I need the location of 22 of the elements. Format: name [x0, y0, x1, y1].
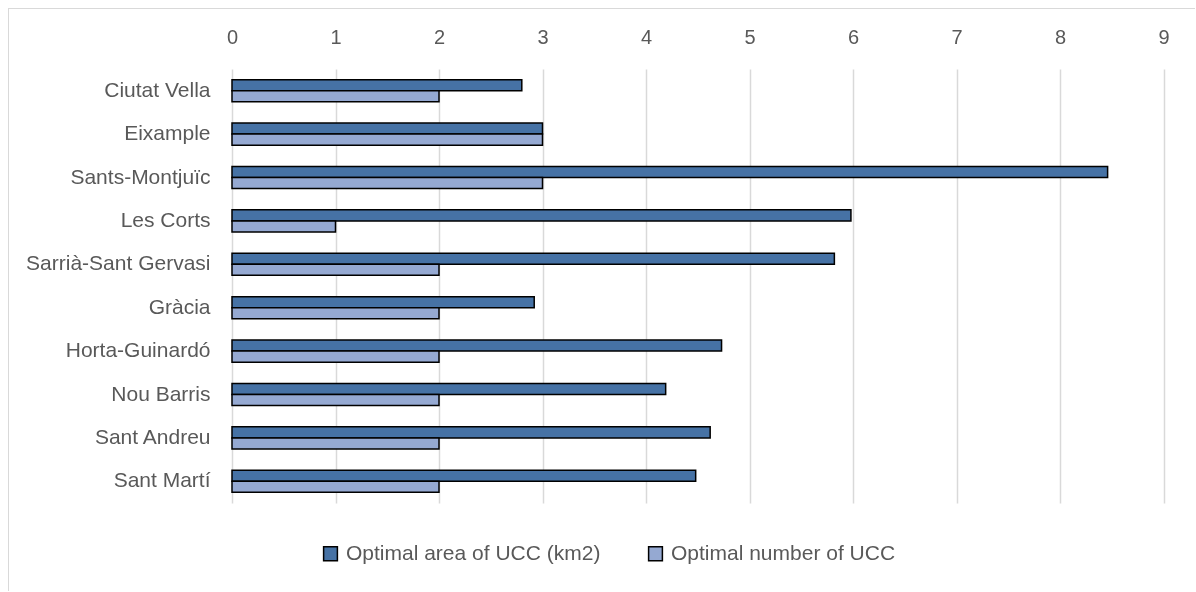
y-tick-label: Horta-Guinardó: [65, 338, 211, 362]
x-tick-label: 3: [537, 25, 549, 48]
legend-label: Optimal number of UCC: [671, 540, 896, 564]
x-tick-label: 1: [330, 25, 342, 48]
y-tick-label: Sant Andreu: [94, 424, 211, 448]
x-tick-label: 7: [951, 25, 963, 48]
y-tick-label: Gràcia: [148, 294, 211, 318]
x-tick-label: 8: [1054, 25, 1067, 48]
x-tick-label: 5: [744, 25, 756, 48]
y-tick-label: Eixample: [124, 121, 211, 145]
x-tick-label: 6: [847, 25, 860, 48]
x-tick-label: 0: [226, 25, 239, 48]
legend-label: Optimal area of UCC (km2): [346, 540, 601, 564]
y-tick-label: Ciutat Vella: [104, 77, 211, 101]
y-tick-label: Nou Barris: [111, 381, 211, 405]
x-tick-label: 2: [433, 25, 446, 48]
y-tick-label: Sarrià-Sant Gervasi: [26, 251, 211, 275]
x-tick-label: 4: [640, 25, 653, 48]
y-tick-label: Sants-Montjuïc: [70, 164, 211, 188]
x-tick-label: 9: [1158, 25, 1170, 48]
y-tick-label: Sant Martí: [113, 468, 211, 492]
y-tick-label: Les Corts: [120, 207, 211, 231]
